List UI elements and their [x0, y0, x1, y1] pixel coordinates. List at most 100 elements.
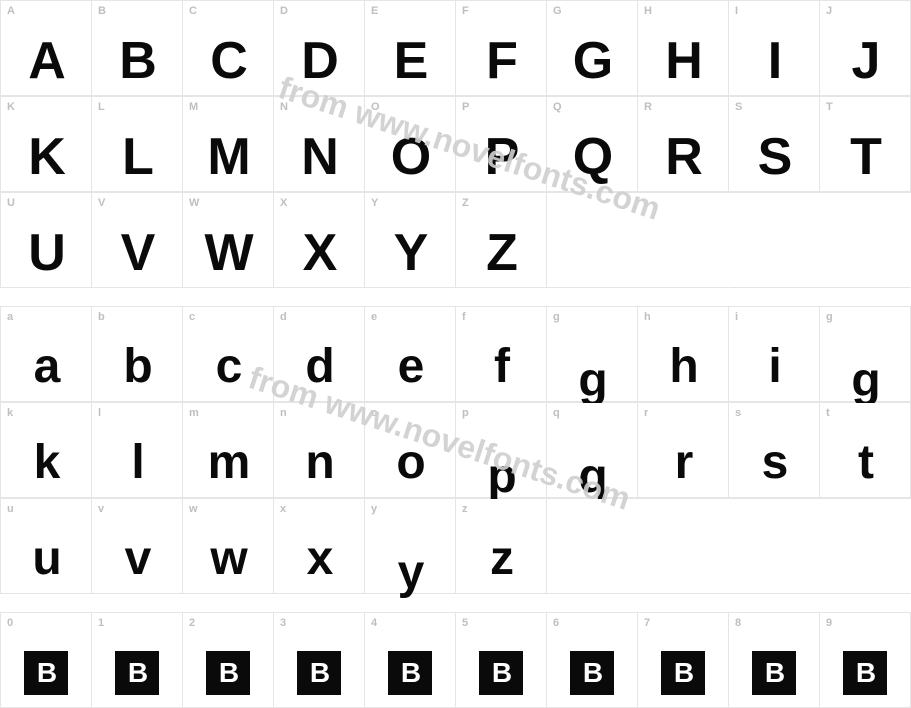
- charmap-cell: 4B: [365, 613, 456, 708]
- glyph: G: [547, 35, 637, 87]
- glyph: b: [92, 343, 182, 391]
- glyph: g: [547, 357, 637, 405]
- charmap-cell: TT: [820, 97, 911, 192]
- glyph: d: [274, 343, 364, 391]
- glyph: T: [820, 131, 910, 183]
- charmap-cell: ee: [365, 307, 456, 402]
- charmap-cell: qq: [547, 403, 638, 498]
- charmap-cell: nn: [274, 403, 365, 498]
- cell-label: X: [280, 197, 288, 209]
- glyph: Q: [547, 131, 637, 183]
- cell-label: G: [553, 5, 562, 17]
- charmap-cell: kk: [1, 403, 92, 498]
- cell-label: c: [189, 311, 195, 323]
- glyph: D: [274, 35, 364, 87]
- charmap-cell: AA: [1, 1, 92, 96]
- charmap-cell-empty: [638, 193, 729, 288]
- cell-label: o: [371, 407, 378, 419]
- cell-label: f: [462, 311, 466, 323]
- eb-glyph: B: [547, 651, 637, 695]
- charmap-cell: QQ: [547, 97, 638, 192]
- cell-label: 6: [553, 617, 559, 629]
- cell-label: s: [735, 407, 741, 419]
- charmap-cell: ww: [183, 499, 274, 594]
- charmap-cell: uu: [1, 499, 92, 594]
- charmap-cell: ss: [729, 403, 820, 498]
- charmap-row: uuvvwwxxyyzz: [0, 498, 911, 594]
- cell-label: C: [189, 5, 197, 17]
- cell-label: w: [189, 503, 198, 515]
- glyph: J: [820, 35, 910, 87]
- eb-glyph: B: [1, 651, 91, 695]
- glyph: w: [183, 535, 273, 583]
- cell-label: E: [371, 5, 379, 17]
- charmap-cell: DD: [274, 1, 365, 96]
- glyph: p: [456, 453, 546, 501]
- glyph: f: [456, 343, 546, 391]
- glyph: B: [92, 35, 182, 87]
- charmap-cell: vv: [92, 499, 183, 594]
- glyph: Z: [456, 227, 546, 279]
- charmap-cell: VV: [92, 193, 183, 288]
- glyph: r: [638, 439, 728, 487]
- charmap-cell-empty: [638, 499, 729, 594]
- charmap-cell: pp: [456, 403, 547, 498]
- cell-label: Q: [553, 101, 562, 113]
- cell-label: N: [280, 101, 288, 113]
- charmap-cell: 0B: [1, 613, 92, 708]
- charmap-row: UUVVWWXXYYZZ: [0, 192, 911, 288]
- glyph: Y: [365, 227, 455, 279]
- glyph: m: [183, 439, 273, 487]
- cell-label: B: [98, 5, 106, 17]
- cell-label: b: [98, 311, 105, 323]
- charmap-cell-empty: [729, 499, 820, 594]
- cell-label: K: [7, 101, 15, 113]
- cell-label: I: [735, 5, 738, 17]
- cell-label: p: [462, 407, 469, 419]
- cell-label: M: [189, 101, 198, 113]
- cell-label: J: [826, 5, 832, 17]
- cell-label: m: [189, 407, 199, 419]
- eb-glyph: B: [365, 651, 455, 695]
- cell-label: k: [7, 407, 13, 419]
- glyph: C: [183, 35, 273, 87]
- charmap-cell: 3B: [274, 613, 365, 708]
- cell-label: n: [280, 407, 287, 419]
- glyph: V: [92, 227, 182, 279]
- charmap-cell: SS: [729, 97, 820, 192]
- cell-label: Z: [462, 197, 469, 209]
- charmap-cell: EE: [365, 1, 456, 96]
- charmap-row: AABBCCDDEEFFGGHHIIJJ: [0, 0, 911, 96]
- charmap-cell: xx: [274, 499, 365, 594]
- charmap-cell: LL: [92, 97, 183, 192]
- glyph: v: [92, 535, 182, 583]
- cell-label: 2: [189, 617, 195, 629]
- charmap-cell: ii: [729, 307, 820, 402]
- glyph: P: [456, 131, 546, 183]
- charmap-cell-empty: [729, 193, 820, 288]
- glyph: N: [274, 131, 364, 183]
- glyph: k: [1, 439, 91, 487]
- glyph: s: [729, 439, 819, 487]
- glyph: I: [729, 35, 819, 87]
- cell-label: 4: [371, 617, 377, 629]
- cell-label: g: [826, 311, 833, 323]
- glyph: c: [183, 343, 273, 391]
- charmap-cell: ZZ: [456, 193, 547, 288]
- glyph: F: [456, 35, 546, 87]
- charmap-cell: 9B: [820, 613, 911, 708]
- glyph: O: [365, 131, 455, 183]
- cell-label: e: [371, 311, 377, 323]
- cell-label: F: [462, 5, 469, 17]
- cell-label: 9: [826, 617, 832, 629]
- cell-label: U: [7, 197, 15, 209]
- glyph: h: [638, 343, 728, 391]
- eb-glyph: B: [183, 651, 273, 695]
- eb-glyph: B: [456, 651, 546, 695]
- glyph: e: [365, 343, 455, 391]
- charmap-cell-empty: [547, 193, 638, 288]
- cell-label: v: [98, 503, 104, 515]
- charmap-cell: UU: [1, 193, 92, 288]
- glyph: L: [92, 131, 182, 183]
- eb-glyph: B: [274, 651, 364, 695]
